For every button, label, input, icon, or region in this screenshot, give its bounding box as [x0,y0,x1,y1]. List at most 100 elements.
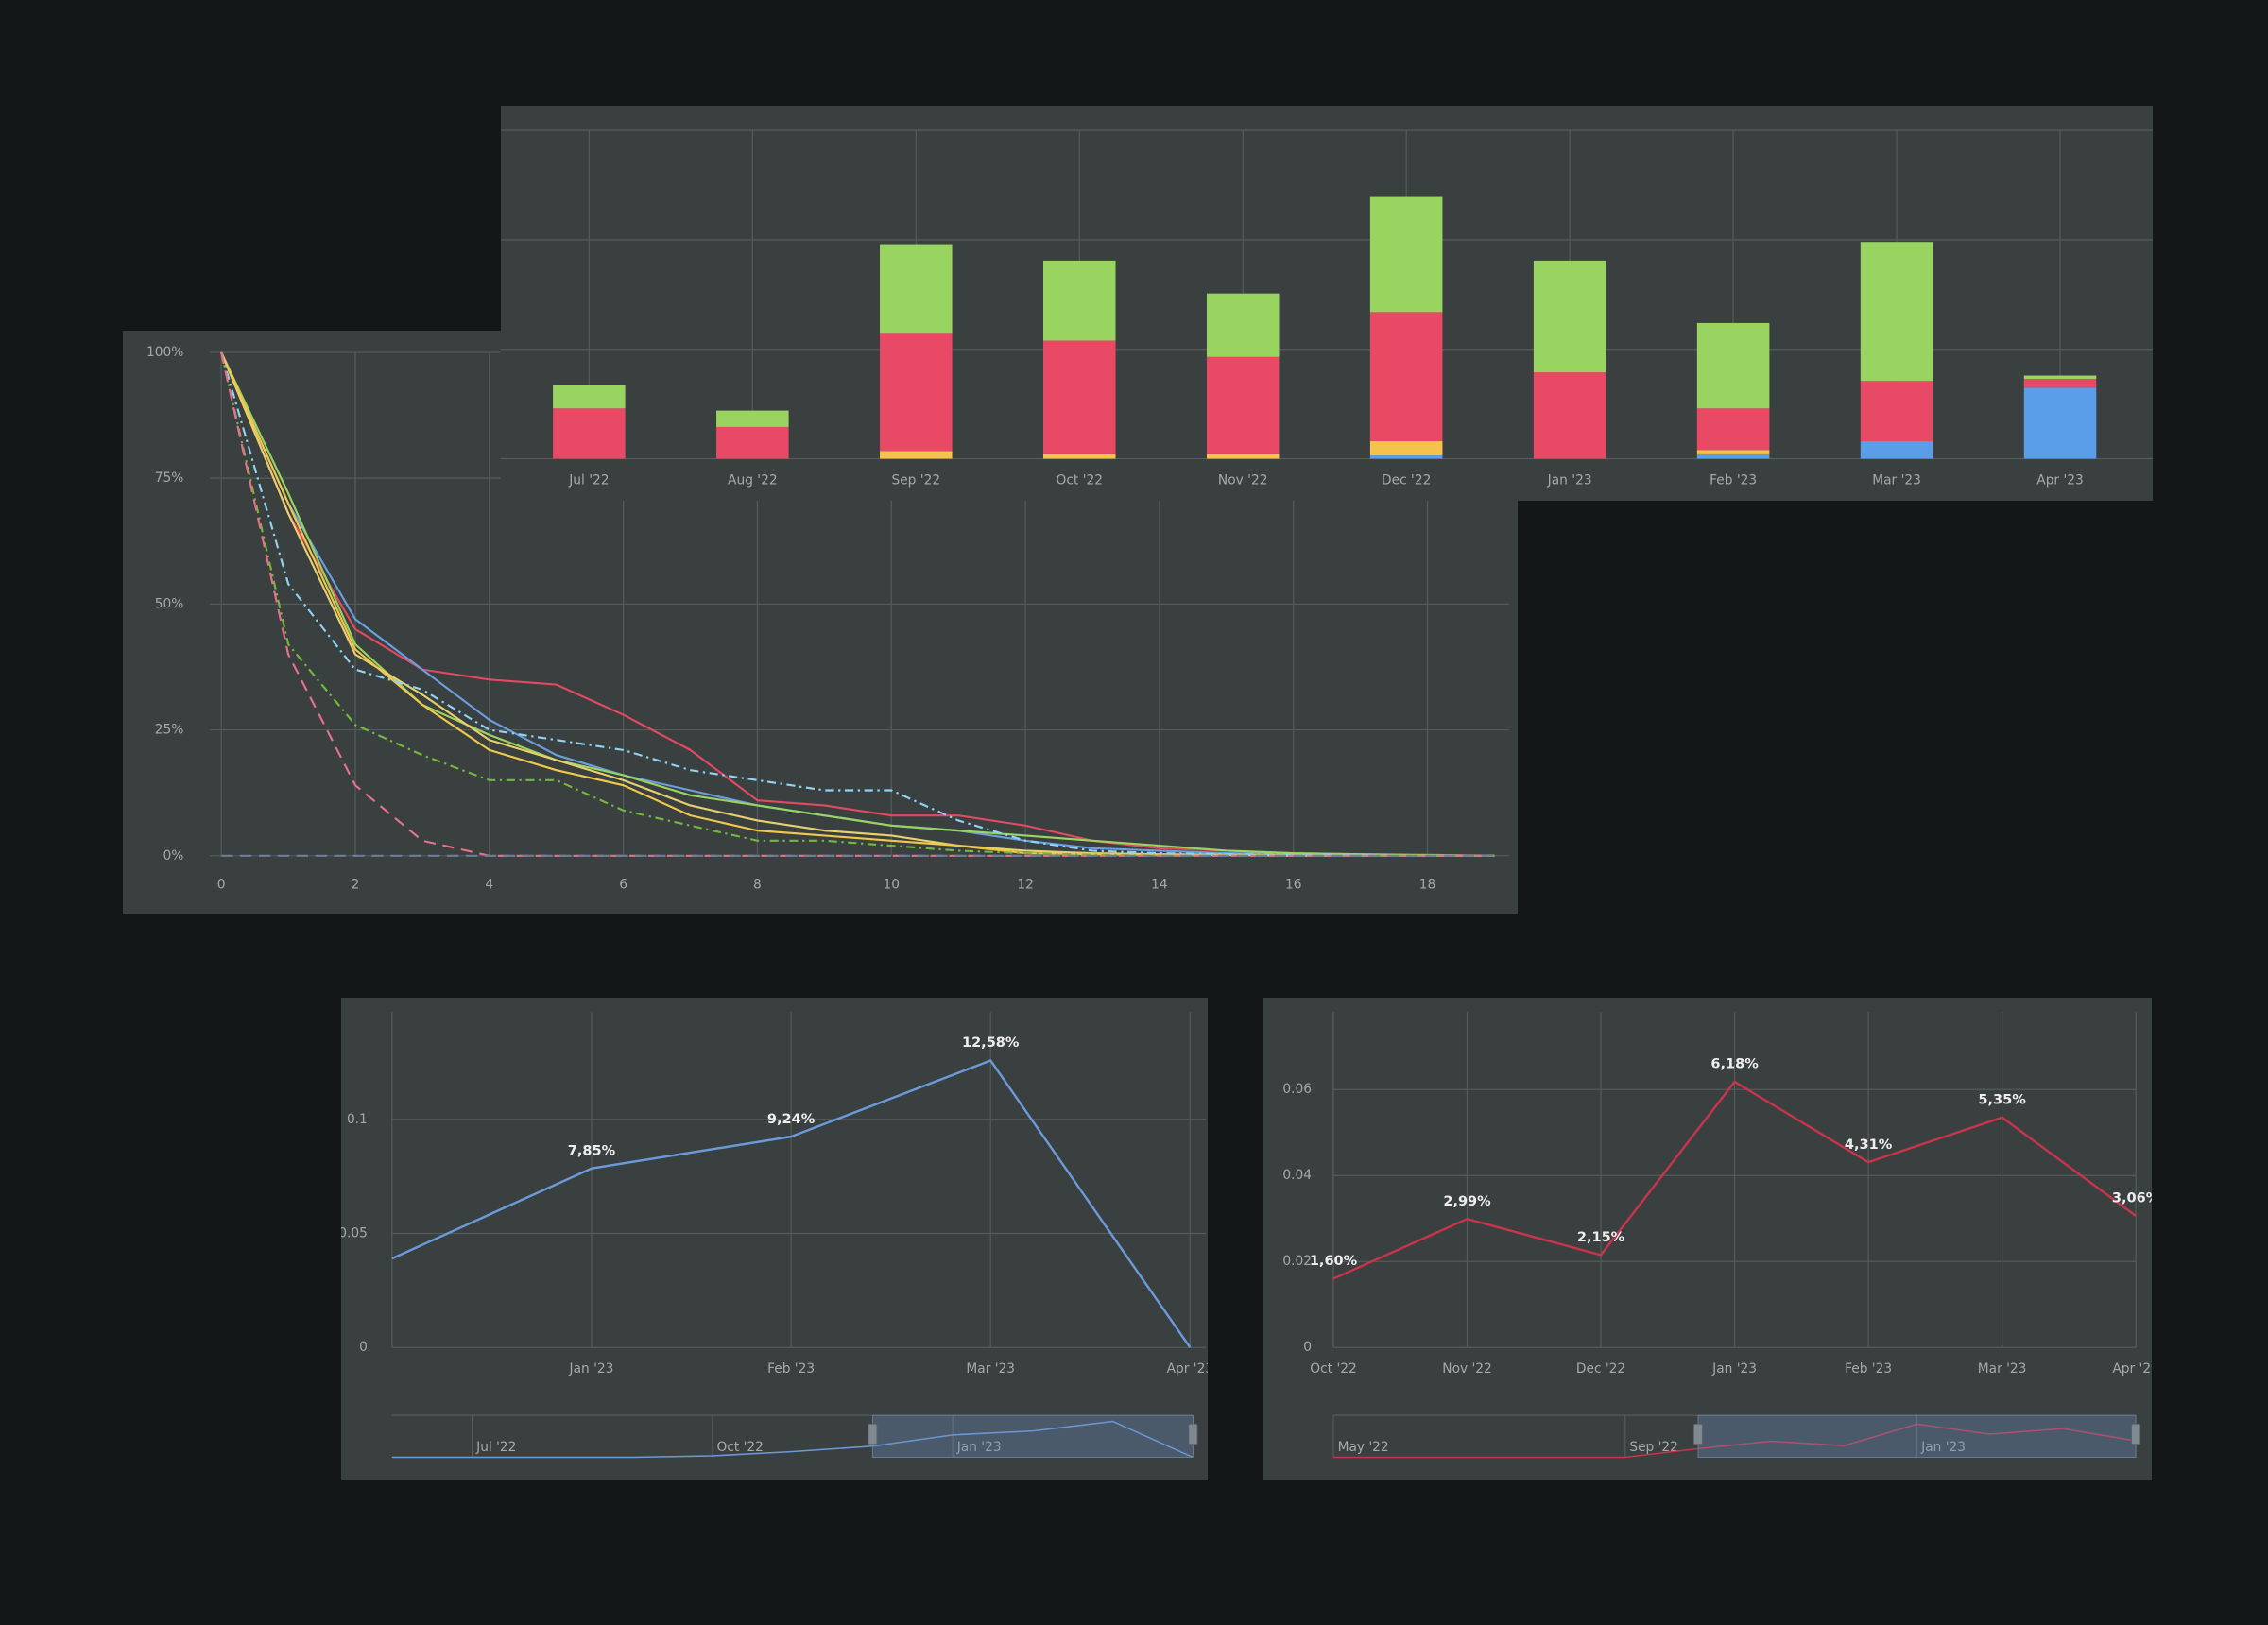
x-tick-label: 0 [217,877,226,892]
navigator-label: Oct '22 [716,1440,763,1455]
bar-segment [1206,293,1280,357]
x-tick-label: 8 [753,877,762,892]
x-tick-label: Apr '23 [1167,1361,1208,1377]
y-tick-label: 0.05 [341,1226,368,1241]
x-tick-label: 2 [352,877,360,892]
x-tick-label: Apr '23 [2036,473,2084,488]
x-tick-label: 16 [1285,877,1302,892]
x-tick-label: Jan '23 [569,1361,614,1377]
x-tick-label: Feb '23 [1845,1361,1892,1377]
navigator-line [391,1420,1194,1459]
navigator-handle [1692,1423,1704,1445]
x-tick-label: Nov '22 [1442,1361,1491,1377]
y-tick-label: 100% [146,345,183,360]
bar-segment [1533,260,1606,373]
x-tick-label: Oct '22 [1310,1361,1356,1377]
bar-segment [716,410,789,427]
x-tick-label: Mar '23 [966,1361,1015,1377]
y-tick-label: 0.06 [1282,1082,1312,1097]
x-tick-label: Mar '23 [1978,1361,2027,1377]
bar-segment [880,451,953,459]
y-tick-label: 0.02 [1282,1254,1312,1269]
bar-segment [2023,378,2097,388]
navigator-handle [868,1423,878,1445]
value-label: 9,24% [767,1112,816,1127]
x-tick-label: Oct '22 [1057,473,1103,488]
series-line [391,1059,1192,1348]
bar-segment [1369,441,1443,456]
bar-segment [1042,453,1116,459]
bar-segment [880,244,953,334]
bar-segment [1369,196,1443,313]
bar-segment [1860,242,1933,382]
value-label: 7,85% [568,1143,616,1158]
bar-segment [880,333,953,452]
navigator-line [1333,1423,2137,1459]
value-label: 2,99% [1443,1194,1491,1209]
value-label: 5,35% [1978,1092,2026,1107]
navigator-label: May '22 [1338,1440,1389,1455]
bar-segment [1206,453,1280,459]
x-tick-label: 12 [1017,877,1034,892]
y-tick-label: 0.1 [347,1112,368,1127]
y-tick-label: 0 [1303,1340,1312,1355]
bar-segment [1696,322,1770,409]
x-tick-label: Jan '23 [1711,1361,1757,1377]
x-tick-label: 6 [619,877,627,892]
x-tick-label: Dec '22 [1382,473,1431,488]
y-tick-label: 50% [155,596,184,611]
navigator-selection [1697,1414,2137,1458]
bar-segment [1696,408,1770,451]
x-tick-label: 14 [1151,877,1168,892]
y-tick-label: 0.04 [1282,1168,1312,1183]
value-label: 6,18% [1710,1057,1759,1072]
x-tick-label: 10 [883,877,900,892]
bar-segment [1860,381,1933,442]
navigator-label: Sep '22 [1629,1440,1678,1455]
bar-segment [1696,450,1770,454]
navigator-handle [1188,1423,1198,1445]
value-label: 3,06% [2112,1191,2152,1206]
bar-segment [2023,387,2097,459]
x-tick-label: 4 [485,877,493,892]
x-tick-label: Sep '22 [891,473,940,488]
x-tick-label: Jan '23 [1547,473,1592,488]
x-tick-label: Aug '22 [728,473,778,488]
series-line [220,351,1495,857]
bar-segment [1533,372,1606,459]
x-tick-label: Feb '23 [767,1361,815,1377]
x-tick-label: Apr '23 [2112,1361,2152,1377]
y-tick-label: 25% [155,723,184,738]
navigator-label: Jan '23 [1920,1440,1966,1455]
navigator-label: Jan '23 [956,1440,1002,1455]
series-line [1332,1080,2137,1280]
bar-segment [1860,441,1933,459]
bar-segment [553,408,626,459]
blue-line-chart: 0 0.05 0.1 Jan '23 Feb '23 Mar '23 Apr '23 7,85… [341,998,1208,1480]
y-tick-label: 0% [163,848,184,864]
navigator-label: Jul '22 [475,1440,516,1455]
y-tick-label: 0 [359,1340,368,1355]
bar-segment [1696,453,1770,459]
value-label: 2,15% [1577,1230,1625,1245]
x-tick-label: Feb '23 [1710,473,1757,488]
value-label: 12,58% [962,1035,1020,1051]
bar-segment [2023,375,2097,379]
navigator-handle [2131,1423,2141,1445]
bar-segment [1042,260,1116,341]
value-label: 1,60% [1310,1254,1358,1269]
bar-segment [1206,356,1280,454]
x-tick-label: Nov '22 [1218,473,1268,488]
red-line-chart: 0 0.02 0.04 0.06 Oct '22 Nov '22 Dec '22 Jan '2… [1263,998,2152,1480]
stacked-bar-chart: Jul '22 Aug '22 Sep '22 Oct '22 Nov '22 Dec '… [501,106,2153,501]
bar-segment [716,426,789,459]
bar-segment [1042,340,1116,454]
navigator-selection [871,1414,1194,1458]
x-tick-label: Dec '22 [1576,1361,1625,1377]
x-tick-label: Mar '23 [1872,473,1921,488]
bar-segment [1369,455,1443,459]
value-label: 4,31% [1845,1138,1893,1153]
x-tick-label: Jul '22 [568,473,609,488]
series-line [220,351,1495,857]
